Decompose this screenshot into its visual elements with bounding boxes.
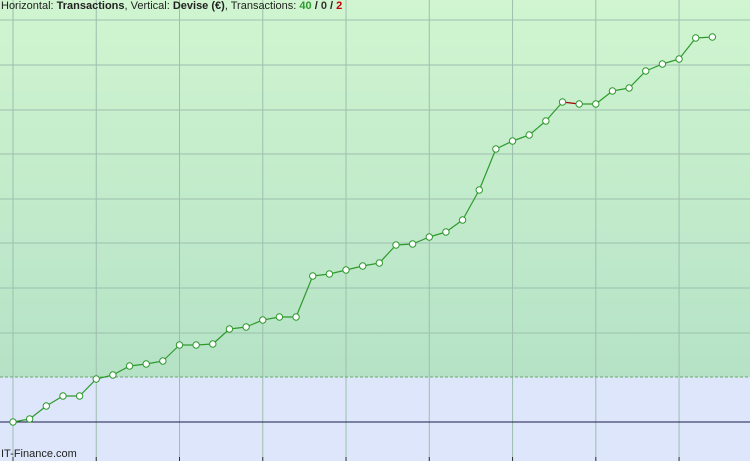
point [392,241,400,249]
line-segment [545,101,563,122]
point [542,117,550,125]
point [125,362,134,370]
value: Devise (€) [173,0,231,12]
point [492,145,500,153]
line-segment [212,328,230,345]
point [475,186,483,194]
point [675,55,683,63]
point [658,60,667,68]
point [42,402,50,410]
point [358,262,367,270]
point [508,137,517,145]
point [575,100,583,108]
point [275,313,284,321]
point [242,323,250,331]
point [292,313,300,321]
point [425,233,433,241]
wins: 40 [299,0,320,12]
point [608,87,617,95]
point [708,33,717,41]
line-segment [478,148,497,191]
value: Transactions [57,0,131,12]
point [209,340,217,348]
footer: IT-Finance.com [1,448,77,460]
header: Horizontal: TransactionsVertical: Devise… [1,0,342,12]
line-segment [162,344,180,362]
line-segment [295,275,314,318]
point [442,228,450,236]
point [225,325,234,333]
point [25,415,34,423]
point [692,34,700,42]
label: Vertical: [130,0,170,12]
line-segment [628,70,647,89]
point [92,375,100,383]
losses: 2 [336,0,343,12]
point [109,371,117,379]
line-segment [678,37,697,60]
line-segment [462,189,480,221]
point [175,341,184,349]
point [259,316,267,324]
profit-zone [0,0,750,377]
point [159,357,167,365]
line-segment [378,244,397,264]
point [59,392,67,400]
point [642,67,650,75]
line-segment [79,378,97,397]
point [558,98,567,106]
point [458,216,467,224]
label: Horizontal: [1,0,54,12]
point [142,360,150,368]
point [325,270,334,278]
point [525,131,533,139]
neutral: 0 [321,0,336,12]
capital-zone [0,377,750,461]
point [592,100,600,108]
label: Transactions: [230,0,297,12]
point [375,259,384,267]
point [9,418,17,426]
point [342,266,350,274]
point [625,84,633,92]
point [408,240,417,248]
point [309,272,317,280]
point [192,341,200,349]
point [75,392,84,400]
